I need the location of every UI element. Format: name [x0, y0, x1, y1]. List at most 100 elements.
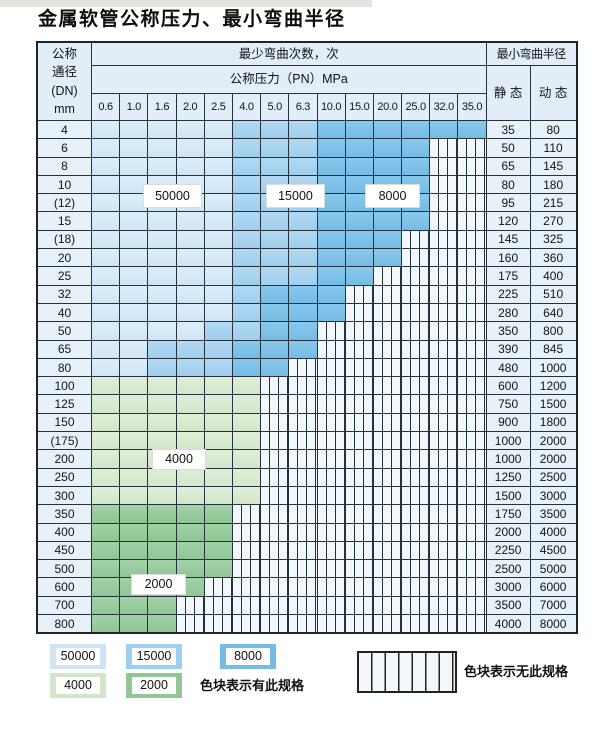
static-radius-value: 2250	[486, 541, 530, 560]
no-spec-cell	[458, 377, 486, 395]
no-spec-cell	[345, 578, 373, 596]
spec-cell	[232, 267, 261, 285]
spec-cell	[317, 212, 345, 230]
legend-no-spec-label: 色块表示无此规格	[464, 663, 569, 679]
spec-cell	[148, 560, 176, 578]
spec-cell	[120, 322, 148, 340]
no-spec-cell	[458, 395, 486, 413]
spec-cell	[430, 121, 458, 139]
no-spec-cell	[430, 395, 458, 413]
dn-cell: 450	[38, 541, 91, 560]
no-spec-cell	[373, 267, 402, 285]
spec-cell	[176, 139, 204, 157]
dynamic-radius-value: 360	[530, 249, 576, 267]
no-spec-cell	[261, 505, 289, 523]
static-radius-value: 80	[486, 175, 530, 194]
spec-cell	[120, 413, 148, 432]
no-spec-cell	[458, 303, 486, 322]
spec-cell	[317, 249, 345, 267]
spec-cell	[261, 249, 289, 267]
spec-cell	[176, 230, 204, 249]
pressure-col-header: 2.5	[204, 94, 232, 120]
spec-cell	[204, 285, 232, 303]
no-spec-cell	[289, 541, 317, 560]
spec-cell	[120, 505, 148, 523]
spec-cell	[92, 121, 120, 139]
table-wrap: 公称 通径 (DN) mm 最少弯曲次数，次 最小弯曲半径 公称压力（PN）MP…	[36, 41, 578, 635]
legend-swatch-value: 4000	[56, 677, 100, 694]
static-radius-value: 175	[486, 267, 530, 285]
no-spec-cell	[402, 432, 430, 450]
spec-cell	[148, 615, 176, 633]
no-spec-cell	[373, 505, 402, 523]
spec-cell	[176, 194, 204, 212]
spec-cell	[232, 486, 261, 505]
spec-cell	[261, 157, 289, 175]
pressure-col-header: 32.0	[430, 94, 458, 120]
no-spec-cell	[261, 523, 289, 541]
dn-cell: 4	[38, 121, 91, 139]
no-spec-cell	[232, 560, 261, 578]
spec-cell	[204, 121, 232, 139]
spec-cell	[232, 303, 261, 322]
spec-cell	[232, 121, 261, 139]
no-spec-cell	[317, 358, 345, 377]
dynamic-radius-value: 3500	[530, 505, 576, 523]
spec-cell	[92, 541, 120, 560]
no-spec-cell	[373, 303, 402, 322]
no-spec-cell	[458, 267, 486, 285]
pressure-col-header: 0.6	[92, 94, 120, 120]
no-spec-cell	[317, 560, 345, 578]
spec-cell	[92, 395, 120, 413]
spec-cell	[289, 230, 317, 249]
spec-cell	[176, 523, 204, 541]
spec-cell	[148, 596, 176, 615]
static-radius-value: 900	[486, 413, 530, 432]
no-spec-cell	[402, 322, 430, 340]
legend-no-spec-swatch	[357, 651, 457, 693]
no-spec-cell	[430, 340, 458, 358]
spec-cell	[120, 340, 148, 358]
spec-cell	[148, 194, 176, 212]
spec-cell	[204, 322, 232, 340]
no-spec-cell	[402, 395, 430, 413]
dn-cell: 250	[38, 468, 91, 486]
spec-cell	[345, 249, 373, 267]
spec-cell	[176, 377, 204, 395]
no-spec-cell	[402, 413, 430, 432]
no-spec-cell	[373, 340, 402, 358]
spec-cell	[148, 395, 176, 413]
pressure-col-header: 15.0	[345, 94, 373, 120]
spec-cell	[92, 303, 120, 322]
dn-cell: 800	[38, 615, 91, 633]
static-radius-value: 1250	[486, 468, 530, 486]
static-radius-value: 2500	[486, 560, 530, 578]
static-radius-value: 120	[486, 212, 530, 230]
no-spec-cell	[373, 377, 402, 395]
no-spec-cell	[317, 413, 345, 432]
spec-cell	[232, 413, 261, 432]
no-spec-cell	[289, 505, 317, 523]
no-spec-cell	[458, 505, 486, 523]
spec-cell	[176, 267, 204, 285]
spec-cell	[232, 212, 261, 230]
spec-cell	[204, 175, 232, 194]
legend: 50000 15000 8000 4000 2000 色块表示有此规格 色块表示无此规格	[0, 644, 600, 714]
spec-cell	[148, 303, 176, 322]
dn-cell: 300	[38, 486, 91, 505]
spec-cell	[204, 249, 232, 267]
spec-cell	[176, 578, 204, 596]
spec-cell	[317, 285, 345, 303]
no-spec-cell	[430, 212, 458, 230]
spec-cell	[317, 303, 345, 322]
no-spec-cell	[430, 450, 458, 468]
spec-cell	[345, 194, 373, 212]
spec-cell	[120, 432, 148, 450]
spec-cell	[232, 230, 261, 249]
no-spec-cell	[373, 560, 402, 578]
dynamic-radius-value: 3000	[530, 486, 576, 505]
no-spec-cell	[402, 615, 430, 633]
spec-cell	[120, 230, 148, 249]
spec-cell	[289, 285, 317, 303]
spec-cell	[232, 358, 261, 377]
